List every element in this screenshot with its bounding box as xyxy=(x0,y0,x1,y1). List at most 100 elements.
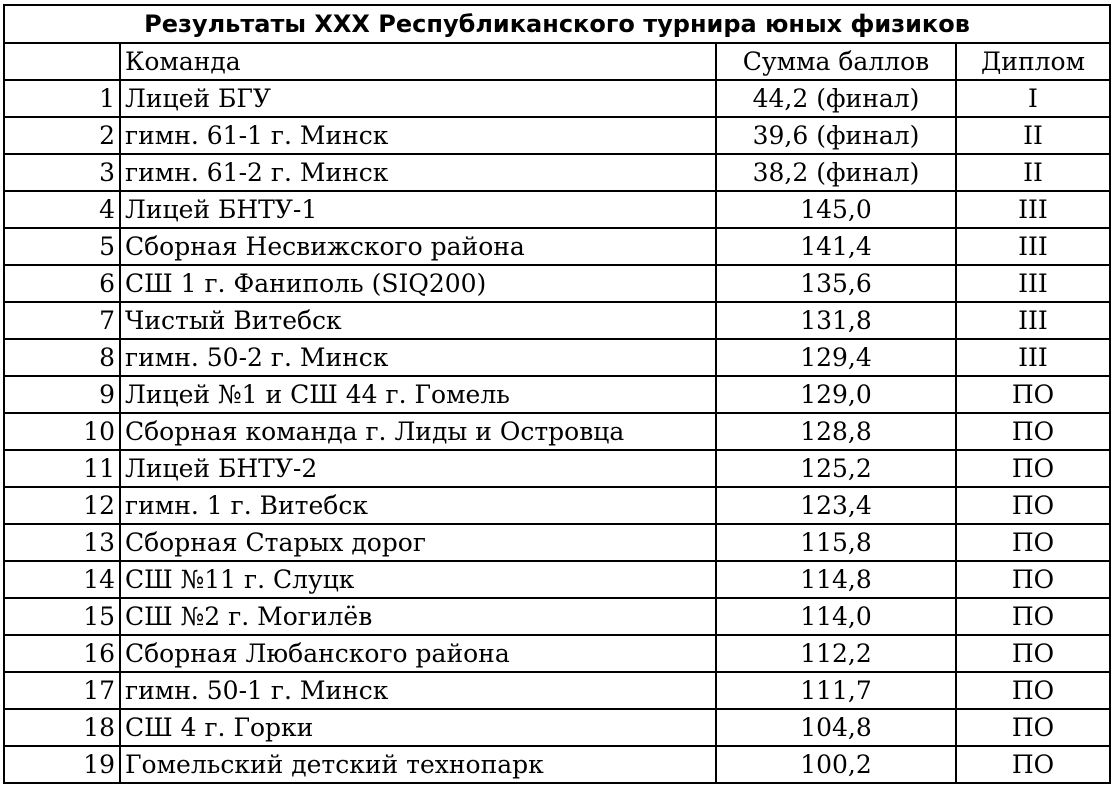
header-team: Команда xyxy=(119,42,717,81)
score-value: 135,6 xyxy=(715,264,957,303)
score-value: 44,2 (финал) xyxy=(715,79,957,118)
score-value: 141,4 xyxy=(715,227,957,266)
diploma-value: ПО xyxy=(955,708,1111,747)
table-row: 8 гимн. 50-2 г. Минск 129,4 III xyxy=(3,338,1111,377)
row-number: 18 xyxy=(3,708,121,747)
diploma-value: II xyxy=(955,153,1111,192)
table-row: 7 Чистый Витебск 131,8 III xyxy=(3,301,1111,340)
row-number: 2 xyxy=(3,116,121,155)
diploma-value: ПО xyxy=(955,375,1111,414)
table-header-row: Команда Сумма баллов Диплом xyxy=(3,42,1111,81)
table-row: 14 СШ №11 г. Слуцк 114,8 ПО xyxy=(3,560,1111,599)
header-num xyxy=(3,42,121,81)
row-number: 14 xyxy=(3,560,121,599)
diploma-value: ПО xyxy=(955,560,1111,599)
diploma-value: ПО xyxy=(955,597,1111,636)
score-value: 128,8 xyxy=(715,412,957,451)
row-number: 11 xyxy=(3,449,121,488)
score-value: 100,2 xyxy=(715,745,957,784)
team-name: гимн. 61-2 г. Минск xyxy=(119,153,717,192)
team-name: гимн. 1 г. Витебск xyxy=(119,486,717,525)
table-row: 3 гимн. 61-2 г. Минск 38,2 (финал) II xyxy=(3,153,1111,192)
score-value: 112,2 xyxy=(715,634,957,673)
row-number: 8 xyxy=(3,338,121,377)
score-value: 38,2 (финал) xyxy=(715,153,957,192)
team-name: Сборная Любанского района xyxy=(119,634,717,673)
row-number: 19 xyxy=(3,745,121,784)
diploma-value: I xyxy=(955,79,1111,118)
diploma-value: ПО xyxy=(955,412,1111,451)
row-number: 10 xyxy=(3,412,121,451)
team-name: Сборная Несвижского района xyxy=(119,227,717,266)
table-row: 12 гимн. 1 г. Витебск 123,4 ПО xyxy=(3,486,1111,525)
table-row: 6 СШ 1 г. Фаниполь (SIQ200) 135,6 III xyxy=(3,264,1111,303)
row-number: 3 xyxy=(3,153,121,192)
score-value: 111,7 xyxy=(715,671,957,710)
diploma-value: ПО xyxy=(955,486,1111,525)
diploma-value: II xyxy=(955,116,1111,155)
table-row: 19 Гомельский детский технопарк 100,2 ПО xyxy=(3,745,1111,784)
header-diploma: Диплом xyxy=(955,42,1111,81)
row-number: 7 xyxy=(3,301,121,340)
score-value: 39,6 (финал) xyxy=(715,116,957,155)
row-number: 9 xyxy=(3,375,121,414)
table-row: 5 Сборная Несвижского района 141,4 III xyxy=(3,227,1111,266)
diploma-value: ПО xyxy=(955,634,1111,673)
team-name: гимн. 61-1 г. Минск xyxy=(119,116,717,155)
score-value: 104,8 xyxy=(715,708,957,747)
team-name: гимн. 50-2 г. Минск xyxy=(119,338,717,377)
diploma-value: ПО xyxy=(955,671,1111,710)
header-score: Сумма баллов xyxy=(715,42,957,81)
table-row: 2 гимн. 61-1 г. Минск 39,6 (финал) II xyxy=(3,116,1111,155)
table-row: 13 Сборная Старых дорог 115,8 ПО xyxy=(3,523,1111,562)
table-title: Результаты XXX Республиканского турнира … xyxy=(3,4,1111,44)
row-number: 15 xyxy=(3,597,121,636)
table-row: 15 СШ №2 г. Могилёв 114,0 ПО xyxy=(3,597,1111,636)
table-title-row: Результаты XXX Республиканского турнира … xyxy=(3,4,1111,44)
table-row: 17 гимн. 50-1 г. Минск 111,7 ПО xyxy=(3,671,1111,710)
score-value: 129,0 xyxy=(715,375,957,414)
score-value: 115,8 xyxy=(715,523,957,562)
score-value: 123,4 xyxy=(715,486,957,525)
team-name: СШ 1 г. Фаниполь (SIQ200) xyxy=(119,264,717,303)
score-value: 114,8 xyxy=(715,560,957,599)
row-number: 17 xyxy=(3,671,121,710)
team-name: Гомельский детский технопарк xyxy=(119,745,717,784)
score-value: 131,8 xyxy=(715,301,957,340)
team-name: Чистый Витебск xyxy=(119,301,717,340)
team-name: Лицей №1 и СШ 44 г. Гомель xyxy=(119,375,717,414)
score-value: 125,2 xyxy=(715,449,957,488)
team-name: Сборная команда г. Лиды и Островца xyxy=(119,412,717,451)
row-number: 12 xyxy=(3,486,121,525)
team-name: Лицей БНТУ-2 xyxy=(119,449,717,488)
row-number: 16 xyxy=(3,634,121,673)
row-number: 6 xyxy=(3,264,121,303)
diploma-value: III xyxy=(955,264,1111,303)
diploma-value: III xyxy=(955,338,1111,377)
results-table-body: Результаты XXX Республиканского турнира … xyxy=(3,4,1111,784)
row-number: 13 xyxy=(3,523,121,562)
diploma-value: III xyxy=(955,190,1111,229)
row-number: 5 xyxy=(3,227,121,266)
table-row: 4 Лицей БНТУ-1 145,0 III xyxy=(3,190,1111,229)
table-row: 9 Лицей №1 и СШ 44 г. Гомель 129,0 ПО xyxy=(3,375,1111,414)
team-name: СШ №11 г. Слуцк xyxy=(119,560,717,599)
table-row: 16 Сборная Любанского района 112,2 ПО xyxy=(3,634,1111,673)
team-name: гимн. 50-1 г. Минск xyxy=(119,671,717,710)
diploma-value: III xyxy=(955,227,1111,266)
score-value: 114,0 xyxy=(715,597,957,636)
score-value: 129,4 xyxy=(715,338,957,377)
diploma-value: III xyxy=(955,301,1111,340)
team-name: СШ №2 г. Могилёв xyxy=(119,597,717,636)
table-row: 18 СШ 4 г. Горки 104,8 ПО xyxy=(3,708,1111,747)
score-value: 145,0 xyxy=(715,190,957,229)
team-name: Лицей БНТУ-1 xyxy=(119,190,717,229)
team-name: Лицей БГУ xyxy=(119,79,717,118)
team-name: СШ 4 г. Горки xyxy=(119,708,717,747)
results-table: Результаты XXX Республиканского турнира … xyxy=(3,4,1111,784)
table-row: 11 Лицей БНТУ-2 125,2 ПО xyxy=(3,449,1111,488)
row-number: 1 xyxy=(3,79,121,118)
row-number: 4 xyxy=(3,190,121,229)
table-row: 10 Сборная команда г. Лиды и Островца 128,… xyxy=(3,412,1111,451)
diploma-value: ПО xyxy=(955,745,1111,784)
